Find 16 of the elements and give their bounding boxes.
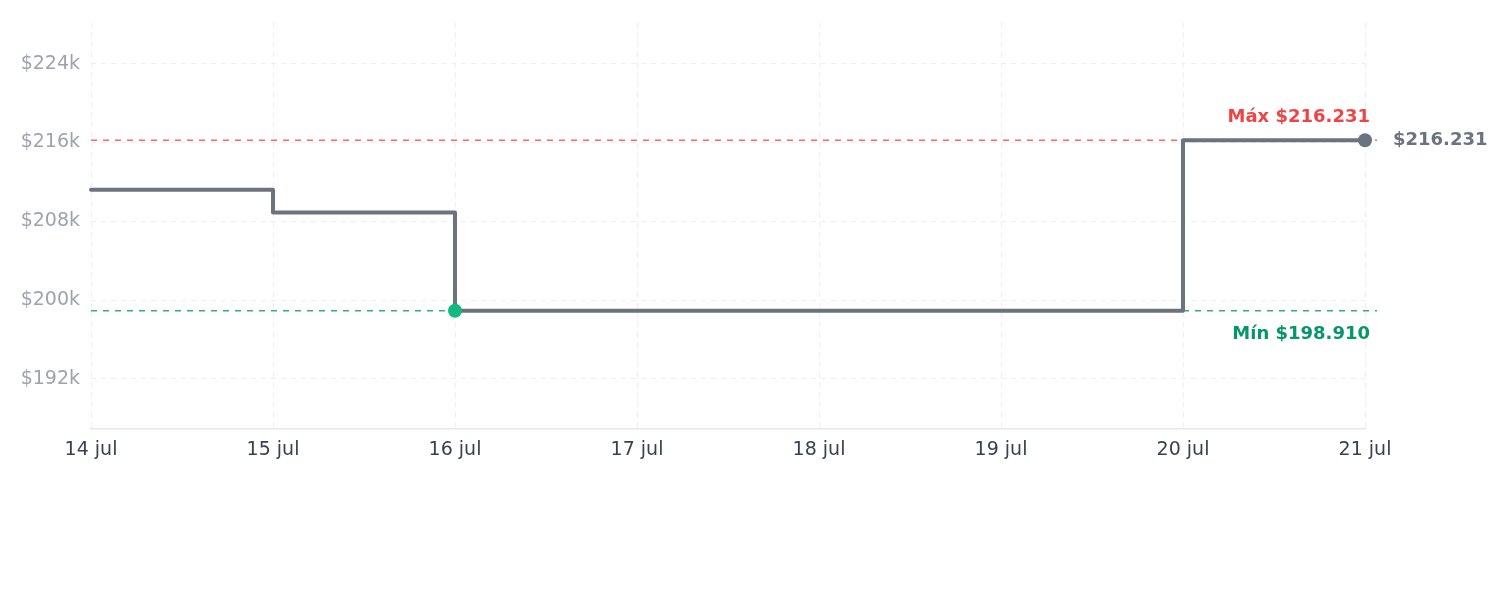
ref-line-label: Máx $216.231 [1227,105,1370,127]
x-tick-label: 15 jul [246,437,300,460]
x-tick-label: 19 jul [974,437,1028,460]
x-tick-label: 16 jul [428,437,482,460]
x-tick-label: 14 jul [64,437,118,460]
y-tick-label: $192k [20,365,80,388]
x-tick-label: 18 jul [792,437,846,460]
annotation: $216.231 [1393,127,1488,149]
x-tick-label: 20 jul [1156,437,1210,460]
y-tick-label: $200k [20,286,80,309]
x-tick-label: 17 jul [610,437,664,460]
y-tick-label: $216k [20,129,80,152]
x-tick-label: 21 jul [1338,437,1392,460]
y-tick-label: $224k [20,50,80,73]
ref-line-label: Mín $198.910 [1232,322,1370,344]
y-tick-label: $208k [20,208,80,231]
